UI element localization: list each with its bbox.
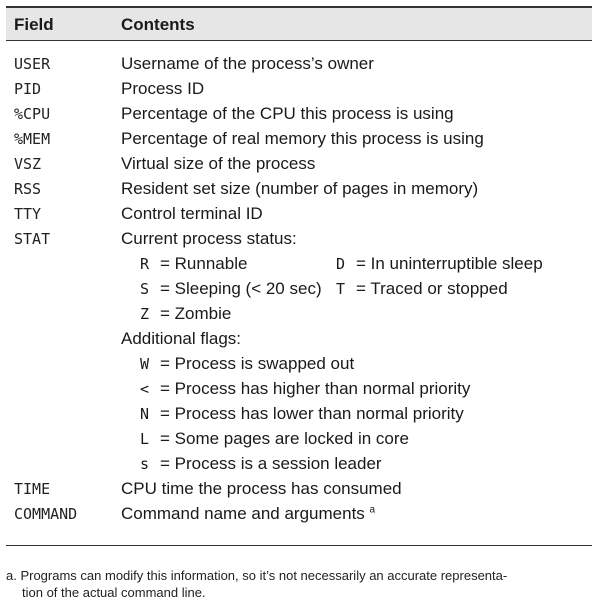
table-row: VSZ Virtual size of the process (0, 152, 600, 177)
flag-code: s (140, 455, 150, 473)
table-row: COMMAND Command name and arguments a (0, 502, 600, 527)
footnote-line-2: tion of the actual command line. (22, 585, 206, 600)
flag-text: = Process has lower than normal priority (160, 404, 464, 423)
table-top-rule (6, 6, 592, 8)
field-code: VSZ (14, 155, 42, 173)
field-desc: Virtual size of the process (121, 154, 316, 173)
table-row: TTY Control terminal ID (0, 202, 600, 227)
flag-code: < (140, 380, 150, 398)
field-desc: Control terminal ID (121, 204, 263, 223)
flag-code: L (140, 430, 150, 448)
flag-row: L = Some pages are locked in core (0, 427, 600, 452)
status-code: R (140, 255, 150, 273)
table-row: RSS Resident set size (number of pages i… (0, 177, 600, 202)
status-text: = Zombie (160, 304, 232, 323)
header-rule (6, 40, 592, 41)
status-text: = Sleeping (< 20 sec) (160, 279, 322, 298)
table-row: PID Process ID (0, 77, 600, 102)
field-code: USER (14, 55, 51, 73)
status-code: D (336, 255, 346, 273)
table-row: %MEM Percentage of real memory this proc… (0, 127, 600, 152)
field-desc: Percentage of the CPU this process is us… (121, 104, 454, 123)
additional-flags-row: Additional flags: (0, 327, 600, 352)
status-code: S (140, 280, 150, 298)
status-row: Z = Zombie (0, 302, 600, 327)
flag-text: = Process is swapped out (160, 354, 355, 373)
field-code: STAT (14, 230, 51, 248)
table-bottom-rule (6, 545, 592, 546)
field-desc: Current process status: (121, 229, 297, 248)
field-desc: Username of the process’s owner (121, 54, 374, 73)
field-code: RSS (14, 180, 42, 198)
status-text: = Runnable (160, 254, 248, 273)
field-desc: CPU time the process has consumed (121, 479, 402, 498)
table-row: %CPU Percentage of the CPU this process … (0, 102, 600, 127)
field-code: TTY (14, 205, 42, 223)
table-header (6, 8, 592, 40)
status-code: T (336, 280, 346, 298)
field-desc: Resident set size (number of pages in me… (121, 179, 479, 198)
field-desc: Process ID (121, 79, 205, 98)
footnote-marker: a (369, 504, 376, 516)
field-desc: Percentage of real memory this process i… (121, 129, 484, 148)
field-desc: Command name and arguments (121, 504, 365, 523)
footnote: a. Programs can modify this information,… (6, 567, 592, 601)
flag-text: = Process is a session leader (160, 454, 382, 473)
header-contents: Contents (121, 15, 195, 34)
field-desc-with-note: Command name and arguments a (121, 504, 375, 524)
status-code: Z (140, 305, 150, 323)
table-row: STAT Current process status: (0, 227, 600, 252)
header-field: Field (14, 15, 54, 34)
status-row: S = Sleeping (< 20 sec) T = Traced or st… (0, 277, 600, 302)
table-row: USER Username of the process’s owner (0, 52, 600, 77)
status-row: R = Runnable D = In uninterruptible slee… (0, 252, 600, 277)
additional-flags-label: Additional flags: (121, 329, 242, 348)
flag-row: W = Process is swapped out (0, 352, 600, 377)
flag-row: s = Process is a session leader (0, 452, 600, 477)
flag-text: = Process has higher than normal priorit… (160, 379, 471, 398)
flag-row: < = Process has higher than normal prior… (0, 377, 600, 402)
flag-text: = Some pages are locked in core (160, 429, 410, 448)
flag-row: N = Process has lower than normal priori… (0, 402, 600, 427)
field-code: %CPU (14, 105, 51, 123)
field-code: PID (14, 80, 42, 98)
flag-code: N (140, 405, 150, 423)
field-code: %MEM (14, 130, 51, 148)
flag-code: W (140, 355, 150, 373)
status-text: = In uninterruptible sleep (356, 254, 543, 273)
field-code: TIME (14, 480, 51, 498)
field-code: COMMAND (14, 505, 78, 523)
table-row: TIME CPU time the process has consumed (0, 477, 600, 502)
footnote-line-1: a. Programs can modify this information,… (6, 568, 508, 583)
status-text: = Traced or stopped (356, 279, 508, 298)
